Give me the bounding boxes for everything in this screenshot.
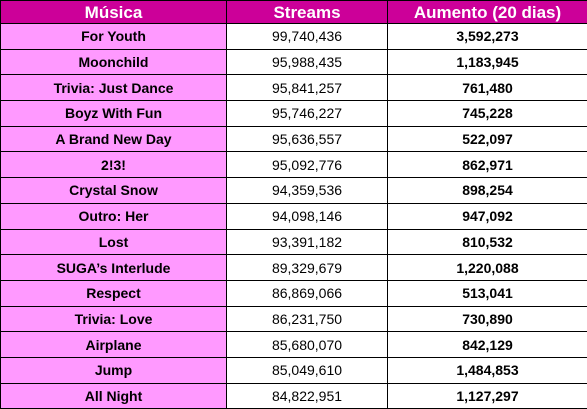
increase-cell[interactable]: 1,127,297	[387, 382, 587, 409]
song-cell[interactable]: Moonchild	[0, 48, 227, 76]
increase-cell[interactable]: 513,041	[387, 279, 587, 307]
table-row: Moonchild 95,988,435 1,183,945	[0, 48, 587, 76]
table-row: A Brand New Day 95,636,557 522,097	[0, 125, 587, 153]
streams-cell[interactable]: 95,092,776	[226, 151, 388, 179]
streams-cell[interactable]: 95,746,227	[226, 100, 388, 127]
increase-cell[interactable]: 842,129	[387, 331, 587, 358]
table-row: 2!3! 95,092,776 862,971	[0, 151, 587, 179]
streams-cell[interactable]: 95,636,557	[226, 125, 388, 153]
increase-cell[interactable]: 947,092	[387, 202, 587, 230]
table-row: Airplane 85,680,070 842,129	[0, 331, 587, 358]
song-cell[interactable]: A Brand New Day	[0, 125, 227, 153]
streams-cell[interactable]: 93,391,182	[226, 228, 388, 256]
table-row: Crystal Snow 94,359,536 898,254	[0, 177, 587, 204]
table-row: Boyz With Fun 95,746,227 745,228	[0, 100, 587, 127]
song-cell[interactable]: All Night	[0, 382, 227, 409]
streams-cell[interactable]: 86,231,750	[226, 305, 388, 333]
increase-cell[interactable]: 1,220,088	[387, 254, 587, 281]
song-cell[interactable]: Airplane	[0, 331, 227, 358]
increase-cell[interactable]: 898,254	[387, 177, 587, 204]
increase-cell[interactable]: 730,890	[387, 305, 587, 333]
table-row: Outro: Her 94,098,146 947,092	[0, 202, 587, 230]
song-cell[interactable]: Outro: Her	[0, 202, 227, 230]
table-body: For Youth 99,740,436 3,592,273 Moonchild…	[0, 23, 587, 409]
song-cell[interactable]: Jump	[0, 356, 227, 384]
streams-cell[interactable]: 94,359,536	[226, 177, 388, 204]
increase-cell[interactable]: 761,480	[387, 74, 587, 102]
table-row: For Youth 99,740,436 3,592,273	[0, 23, 587, 50]
streams-cell[interactable]: 95,988,435	[226, 48, 388, 76]
streams-cell[interactable]: 89,329,679	[226, 254, 388, 281]
increase-cell[interactable]: 862,971	[387, 151, 587, 179]
streams-cell[interactable]: 84,822,951	[226, 382, 388, 409]
song-cell[interactable]: Lost	[0, 228, 227, 256]
header-increase: Aumento (20 dias)	[387, 0, 587, 24]
song-cell[interactable]: SUGA’s Interlude	[0, 254, 227, 281]
streams-cell[interactable]: 85,680,070	[226, 331, 388, 358]
header-streams: Streams	[226, 0, 388, 24]
header-song: Música	[0, 0, 227, 24]
increase-cell[interactable]: 522,097	[387, 125, 587, 153]
song-cell[interactable]: Boyz With Fun	[0, 100, 227, 127]
streams-cell[interactable]: 86,869,066	[226, 279, 388, 307]
increase-cell[interactable]: 745,228	[387, 100, 587, 127]
song-cell[interactable]: Trivia: Just Dance	[0, 74, 227, 102]
song-cell[interactable]: Respect	[0, 279, 227, 307]
header-row: Música Streams Aumento (20 dias)	[0, 0, 587, 24]
increase-cell[interactable]: 1,183,945	[387, 48, 587, 76]
table-row: Trivia: Love 86,231,750 730,890	[0, 305, 587, 333]
streams-cell[interactable]: 94,098,146	[226, 202, 388, 230]
table-row: Jump 85,049,610 1,484,853	[0, 356, 587, 384]
table-row: SUGA’s Interlude 89,329,679 1,220,088	[0, 254, 587, 281]
table-row: Trivia: Just Dance 95,841,257 761,480	[0, 74, 587, 102]
streams-cell[interactable]: 85,049,610	[226, 356, 388, 384]
increase-cell[interactable]: 3,592,273	[387, 23, 587, 50]
song-cell[interactable]: Trivia: Love	[0, 305, 227, 333]
song-cell[interactable]: Crystal Snow	[0, 177, 227, 204]
increase-cell[interactable]: 1,484,853	[387, 356, 587, 384]
increase-cell[interactable]: 810,532	[387, 228, 587, 256]
song-cell[interactable]: 2!3!	[0, 151, 227, 179]
song-cell[interactable]: For Youth	[0, 23, 227, 50]
table-row: All Night 84,822,951 1,127,297	[0, 382, 587, 409]
table-row: Lost 93,391,182 810,532	[0, 228, 587, 256]
streams-cell[interactable]: 95,841,257	[226, 74, 388, 102]
table-row: Respect 86,869,066 513,041	[0, 279, 587, 307]
streams-cell[interactable]: 99,740,436	[226, 23, 388, 50]
